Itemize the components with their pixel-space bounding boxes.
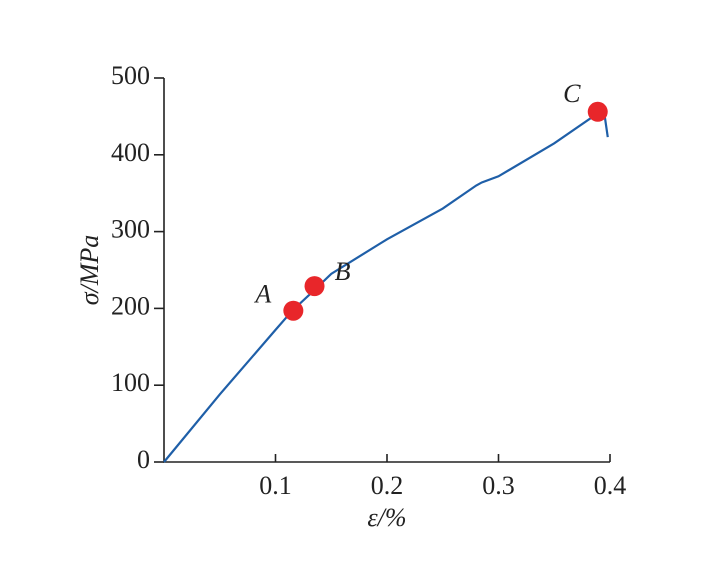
y-tick-label: 300 xyxy=(111,215,150,244)
point-label: B xyxy=(335,257,351,286)
x-tick-label: 0.4 xyxy=(594,471,627,500)
y-tick-label: 0 xyxy=(137,445,150,474)
y-tick-label: 200 xyxy=(111,291,150,320)
point xyxy=(587,101,608,122)
point-label: C xyxy=(563,79,581,108)
y-tick-label: 400 xyxy=(111,138,150,167)
point xyxy=(283,300,304,321)
x-tick-label: 0.3 xyxy=(482,471,515,500)
point xyxy=(304,276,325,297)
curve xyxy=(163,111,609,463)
x-tick-label: 0.1 xyxy=(259,471,292,500)
x-axis-title: ε/% xyxy=(367,503,406,532)
x-tick-label: 0.2 xyxy=(371,471,404,500)
axes xyxy=(163,78,610,463)
y-tick-label: 500 xyxy=(111,61,150,90)
y-axis-title: σ/MPa xyxy=(75,235,104,306)
point-label: A xyxy=(253,280,271,309)
y-tick-label: 100 xyxy=(111,368,150,397)
